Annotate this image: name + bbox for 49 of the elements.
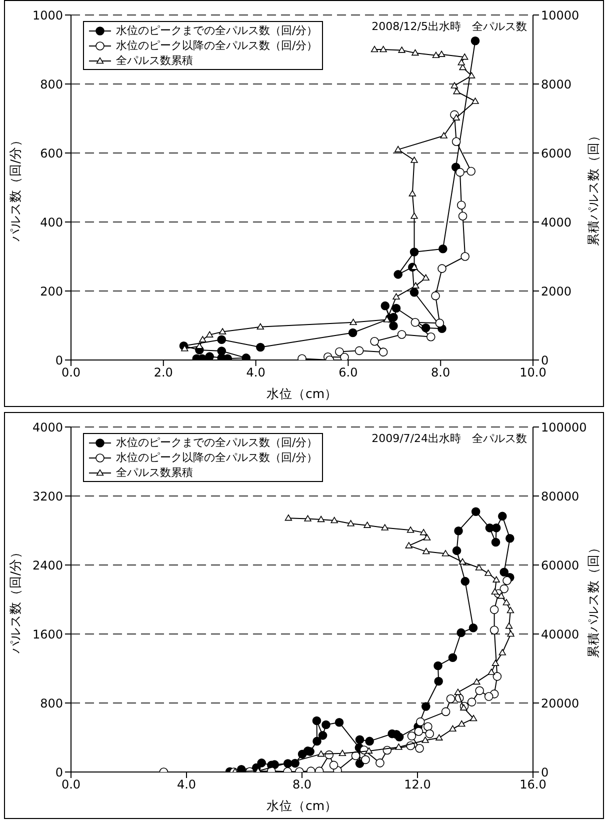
y2-tick-label: 0 (541, 353, 549, 368)
y-tick-label: 200 (40, 284, 63, 298)
legend-label: 水位のピークまでの全パルス数（回/分） (116, 23, 318, 38)
x-tick-label: 12.0 (404, 778, 431, 792)
y2-tick-label: 8000 (541, 77, 572, 92)
x-tick-label: 8.0 (292, 778, 312, 792)
y2-tick-label: 10000 (541, 8, 580, 22)
y-tick-label: 0 (55, 765, 63, 780)
x-tick-label: 4.0 (246, 366, 266, 380)
y-tick-label: 2400 (32, 558, 63, 572)
text: 2009/7/24出水時 全パルス数 (372, 431, 527, 446)
x-axis-title: 水位（cm） (266, 798, 338, 813)
y-tick-label: 0 (55, 353, 63, 368)
legend-label: 水位のピーク以降の全パルス数（回/分） (116, 450, 318, 465)
x-tick-label: 0.0 (61, 778, 81, 792)
y2-tick-label: 80000 (541, 489, 580, 504)
y-axis-title: パルス数（回/分） (7, 133, 22, 243)
x-tick-label: 0.0 (61, 366, 81, 380)
y2-tick-label: 0 (541, 765, 549, 780)
y2-tick-label: 60000 (541, 558, 580, 572)
y2-axis-title: 累積パルス数（回） (585, 129, 600, 246)
text: 2008/12/5出水時 全パルス数 (372, 19, 527, 34)
y2-tick-label: 40000 (541, 627, 580, 642)
x-axis-title: 水位（cm） (266, 386, 338, 401)
x-tick-label: 2.0 (154, 366, 173, 380)
x-tick-label: 10.0 (520, 366, 546, 380)
y-tick-label: 800 (40, 77, 63, 92)
y-tick-label: 3200 (32, 489, 63, 504)
y2-tick-label: 100000 (541, 420, 587, 434)
x-tick-label: 16.0 (520, 778, 546, 792)
y-tick-label: 800 (40, 696, 63, 710)
y-axis-title: パルス数（回/分） (7, 545, 22, 655)
y-tick-label: 400 (40, 215, 63, 230)
y2-tick-label: 2000 (541, 284, 572, 298)
legend-label: 水位のピーク以降の全パルス数（回/分） (116, 38, 318, 53)
y2-tick-label: 4000 (541, 215, 572, 230)
x-tick-label: 4.0 (176, 778, 196, 792)
y-tick-label: 1000 (32, 8, 63, 22)
y-tick-label: 600 (40, 146, 63, 160)
legend-label: 水位のピークまでの全パルス数（回/分） (116, 435, 318, 450)
y2-axis-title: 累積パルス数（回） (585, 541, 600, 658)
legend-label: 全パルス数累積 (116, 465, 193, 480)
legend-label: 全パルス数累積 (116, 53, 193, 68)
x-tick-label: 8.0 (431, 366, 450, 380)
x-tick-label: 6.0 (338, 366, 358, 380)
y-tick-label: 1600 (32, 627, 63, 642)
y-tick-label: 4000 (32, 420, 63, 434)
y2-tick-label: 20000 (541, 696, 580, 710)
y2-tick-label: 6000 (541, 146, 572, 160)
